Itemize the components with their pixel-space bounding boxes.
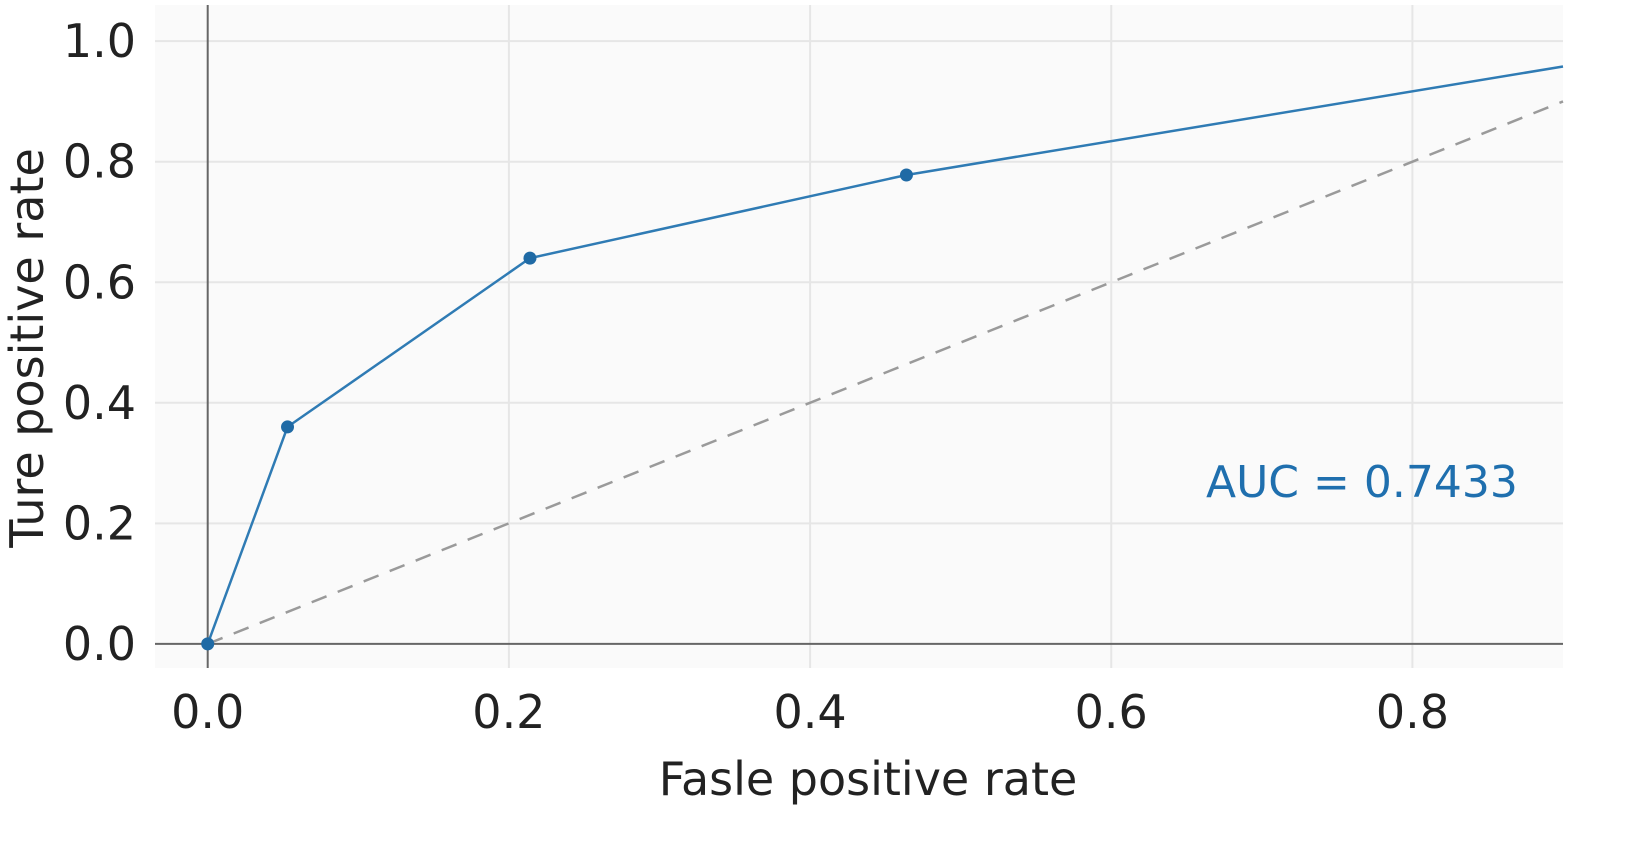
roc-point: [281, 420, 295, 434]
roc-point: [201, 637, 215, 651]
y-tick-label: 0.0: [63, 617, 136, 671]
x-tick-label: 0.4: [773, 685, 846, 739]
roc-point: [899, 168, 913, 182]
x-tick-label: 0.0: [171, 685, 244, 739]
y-tick-label: 1.0: [63, 14, 136, 68]
y-axis-title: Ture positive rate: [0, 148, 54, 549]
data-series: [201, 65, 1564, 651]
y-tick-label: 0.6: [63, 255, 136, 309]
x-tick-label: 0.2: [472, 685, 545, 739]
y-tick-label: 0.8: [63, 135, 136, 189]
tick-labels: 0.0 0.2 0.4 0.6 0.8 0.0 0.2 0.4 0.6 0.8 1.0: [63, 14, 1449, 739]
grid: [155, 5, 1563, 668]
x-tick-label: 0.6: [1075, 685, 1148, 739]
y-tick-label: 0.4: [63, 376, 136, 430]
auc-annotation: AUC = 0.7433: [1206, 457, 1518, 508]
x-tick-label: 0.8: [1376, 685, 1449, 739]
plot-area: [155, 5, 1563, 668]
axes: [155, 5, 1563, 668]
roc-point: [523, 251, 537, 265]
reference-diagonal-line: [207, 100, 1564, 646]
x-axis-title: Fasle positive rate: [659, 752, 1078, 806]
y-tick-label: 0.2: [63, 496, 136, 550]
